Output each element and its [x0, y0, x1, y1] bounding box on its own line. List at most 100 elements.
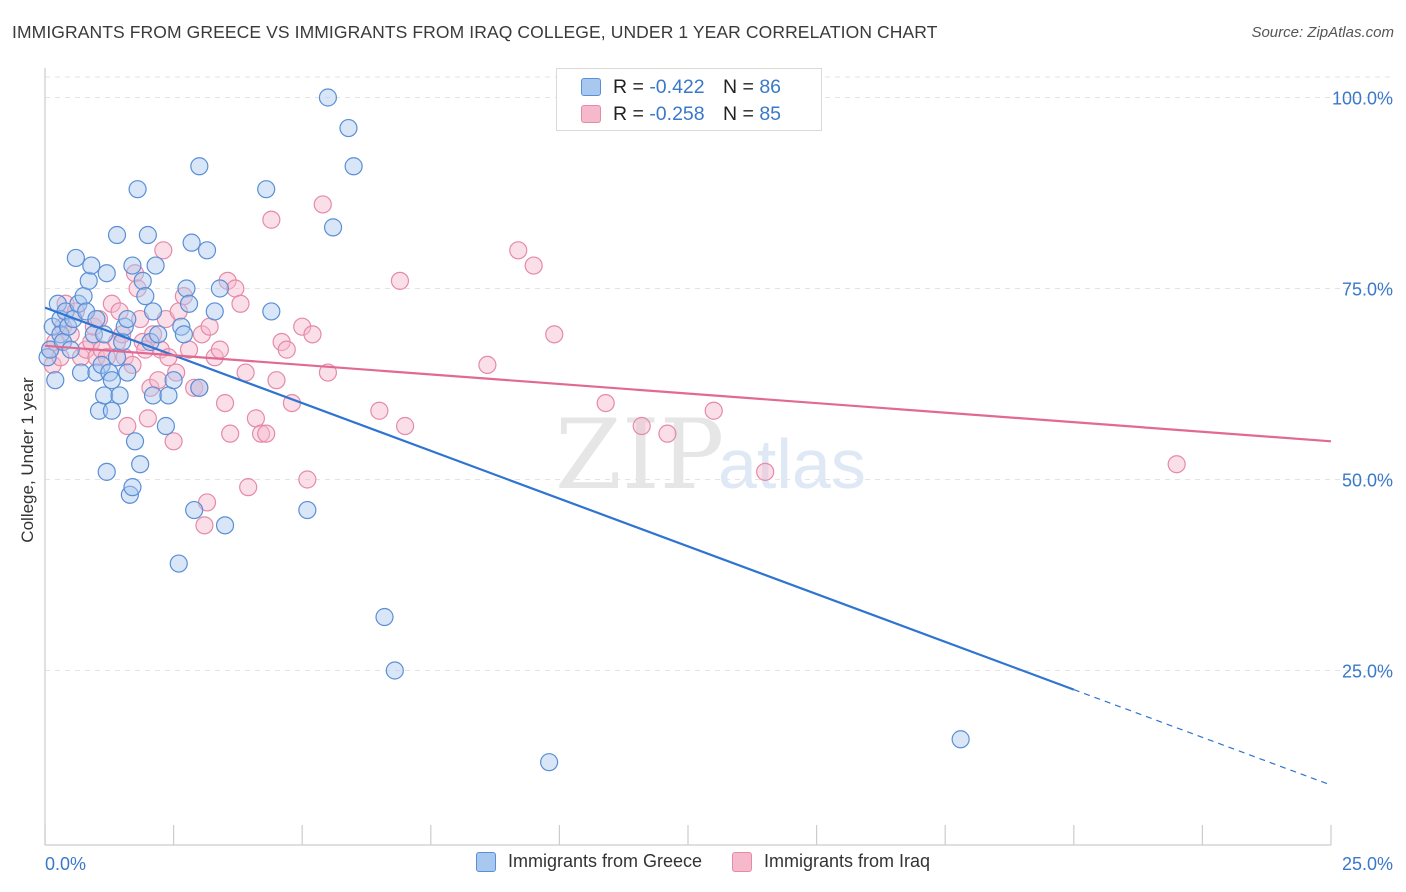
point-iraq [192, 325, 211, 344]
point-greece [123, 256, 142, 275]
point-iraq [545, 325, 564, 344]
point-greece [79, 271, 98, 290]
legend-r-value-greece: -0.422 [649, 75, 705, 98]
point-greece [43, 317, 62, 336]
series-greece-points [38, 88, 970, 772]
trend-line-greece [44, 306, 1075, 691]
point-greece [95, 386, 114, 405]
point-greece [190, 378, 209, 397]
legend-swatch-greece [581, 78, 601, 96]
legend-swatch-iraq [581, 105, 601, 123]
point-iraq [218, 271, 237, 290]
point-iraq [658, 424, 677, 443]
point-greece [125, 432, 145, 451]
point-greece [82, 256, 101, 275]
point-iraq [226, 279, 245, 298]
legend-swatch-greece [475, 851, 496, 872]
point-iraq [118, 416, 137, 436]
point-iraq [313, 195, 332, 214]
point-greece [66, 248, 85, 268]
legend-item-greece[interactable]: Immigrants from Greece [475, 851, 702, 872]
point-iraq [149, 371, 168, 390]
point-greece [159, 386, 178, 405]
point-iraq [215, 394, 235, 413]
watermark-atlas: atlas [718, 425, 866, 503]
point-iraq [390, 271, 410, 290]
watermark: ZIP atlas [555, 399, 866, 511]
point-greece [540, 753, 559, 772]
point-greece [131, 455, 150, 474]
point-iraq [221, 424, 240, 443]
legend-row-iraq: R = -0.258 N = 85 [581, 102, 781, 126]
legend-n-value-greece: 86 [759, 75, 782, 98]
point-greece [143, 302, 163, 321]
legend-r-value-iraq: -0.258 [649, 102, 705, 125]
point-greece [210, 279, 229, 298]
point-greece [128, 180, 147, 199]
point-greece [190, 157, 209, 176]
point-greece [136, 287, 155, 306]
point-greece [197, 241, 217, 260]
trend-line-greece-extension [1073, 689, 1332, 786]
point-greece [118, 363, 137, 382]
legend-label-iraq: Immigrants from Iraq [764, 851, 931, 871]
point-greece [102, 371, 121, 390]
y-tick-label: 50.0% [1342, 471, 1393, 491]
legend-swatch-iraq [732, 851, 752, 872]
point-iraq [704, 401, 723, 420]
chart-title: IMMIGRANTS FROM GREECE VS IMMIGRANTS FRO… [12, 22, 938, 42]
point-greece [318, 88, 338, 107]
point-greece [97, 264, 116, 283]
axes [44, 68, 1332, 846]
point-greece [339, 118, 358, 138]
point-greece [138, 225, 157, 245]
point-greece [174, 325, 193, 344]
point-iraq [102, 294, 121, 313]
point-greece [77, 302, 96, 321]
point-greece [385, 661, 404, 680]
series-legend: Immigrants from Greece Immigrants from I… [0, 851, 1406, 872]
point-iraq [632, 416, 651, 436]
x-tick-label: 25.0% [1342, 854, 1393, 874]
point-greece [262, 302, 281, 321]
point-greece [97, 462, 116, 481]
point-greece [205, 302, 224, 321]
point-greece [257, 180, 276, 199]
point-greece [182, 233, 201, 252]
point-greece [375, 607, 394, 627]
point-greece [146, 256, 165, 275]
point-greece [71, 363, 91, 382]
point-greece [107, 225, 127, 245]
legend-item-iraq[interactable]: Immigrants from Iraq [732, 851, 930, 872]
y-tick-label: 75.0% [1342, 280, 1393, 300]
point-greece [164, 371, 183, 390]
point-greece [143, 386, 163, 405]
point-greece [149, 325, 168, 344]
tick-labels: 25.0% 50.0% 75.0% 100.0% 0.0% 25.0% [45, 89, 1393, 875]
series-iraq-points [41, 195, 1186, 535]
point-greece [74, 287, 93, 306]
point-iraq [164, 432, 183, 451]
point-greece [92, 355, 111, 374]
chart-source: Source: ZipAtlas.com [1251, 24, 1394, 41]
point-greece [951, 730, 970, 749]
point-greece [123, 478, 142, 497]
point-greece [118, 309, 137, 329]
point-iraq [318, 363, 338, 382]
point-iraq [267, 371, 286, 390]
legend-r-label: R = [613, 102, 650, 125]
point-iraq [370, 401, 389, 420]
point-greece [179, 294, 199, 313]
point-iraq [257, 424, 276, 443]
legend-n-value-iraq: 85 [759, 102, 782, 125]
point-iraq [524, 256, 543, 275]
y-axis-label: College, Under 1 year [18, 377, 37, 543]
legend-r-label: R = [613, 75, 650, 98]
point-iraq [251, 424, 271, 443]
y-tick-label: 100.0% [1332, 89, 1393, 109]
watermark-zip: ZIP [555, 399, 724, 511]
y-tick-label: 25.0% [1342, 662, 1393, 682]
trend-line-iraq [44, 344, 1332, 443]
legend-label-greece: Immigrants from Greece [507, 851, 702, 871]
